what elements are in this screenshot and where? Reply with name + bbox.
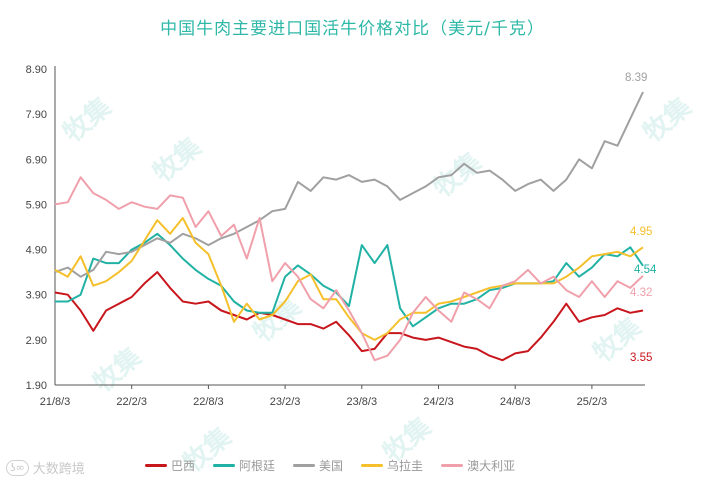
legend-label: 澳大利亚 bbox=[467, 459, 516, 473]
x-tick-label: 22/8/3 bbox=[193, 396, 224, 408]
legend-label: 美国 bbox=[319, 459, 344, 473]
y-tick-label: 6.90 bbox=[26, 154, 47, 166]
x-tick-label: 24/2/3 bbox=[423, 396, 454, 408]
legend-item[interactable]: 美国 bbox=[293, 457, 343, 474]
legend-swatch-icon bbox=[213, 464, 236, 467]
brand-icon: ʖ∞ bbox=[6, 459, 29, 476]
x-tick-label: 24/8/3 bbox=[500, 396, 531, 408]
series-line-巴西 bbox=[54, 271, 644, 362]
end-value-label: 4.32 bbox=[630, 287, 652, 299]
legend-item[interactable]: 乌拉圭 bbox=[361, 457, 423, 474]
legend-label: 巴西 bbox=[171, 459, 196, 473]
legend-swatch-icon bbox=[145, 464, 167, 467]
brand-logo: ʖ∞ 大数跨境 bbox=[6, 458, 85, 477]
y-tick-label: 7.90 bbox=[26, 109, 47, 121]
legend-label: 阿根廷 bbox=[239, 459, 276, 473]
end-value-label: 4.95 bbox=[630, 226, 652, 238]
legend-item[interactable]: 巴西 bbox=[145, 457, 195, 474]
legend-item[interactable]: 澳大利亚 bbox=[441, 457, 515, 474]
end-value-label: 8.39 bbox=[625, 72, 647, 84]
legend-label: 乌拉圭 bbox=[387, 459, 424, 473]
x-tick-label: 23/8/3 bbox=[347, 396, 378, 408]
brand-text: 大数跨境 bbox=[32, 462, 85, 477]
y-tick-label: 8.90 bbox=[26, 64, 47, 76]
series-line-澳大利亚 bbox=[54, 176, 644, 362]
series-line-乌拉圭 bbox=[54, 217, 644, 341]
series-line-美国 bbox=[54, 91, 644, 278]
legend-item[interactable]: 阿根廷 bbox=[213, 457, 275, 474]
end-value-label: 3.55 bbox=[630, 352, 652, 364]
legend-swatch-icon bbox=[293, 464, 316, 467]
legend-swatch-icon bbox=[361, 464, 384, 467]
x-tick-label: 21/8/3 bbox=[40, 396, 71, 408]
end-value-label: 4.54 bbox=[634, 264, 657, 276]
y-tick-label: 2.90 bbox=[26, 335, 47, 347]
y-tick-label: 4.90 bbox=[26, 245, 47, 257]
chart-legend: 巴西 阿根廷 美国 乌拉圭 澳大利亚 bbox=[145, 457, 515, 474]
x-tick-label: 22/2/3 bbox=[116, 396, 147, 408]
legend-swatch-icon bbox=[441, 464, 464, 467]
x-tick-label: 23/2/3 bbox=[270, 396, 301, 408]
y-tick-label: 1.90 bbox=[26, 380, 47, 392]
y-tick-label: 3.90 bbox=[26, 290, 47, 302]
chart-title: 中国牛肉主要进口国活牛价格对比（美元/千克） bbox=[160, 19, 545, 39]
y-tick-label: 5.90 bbox=[26, 199, 47, 211]
x-tick-label: 25/2/3 bbox=[577, 396, 608, 408]
